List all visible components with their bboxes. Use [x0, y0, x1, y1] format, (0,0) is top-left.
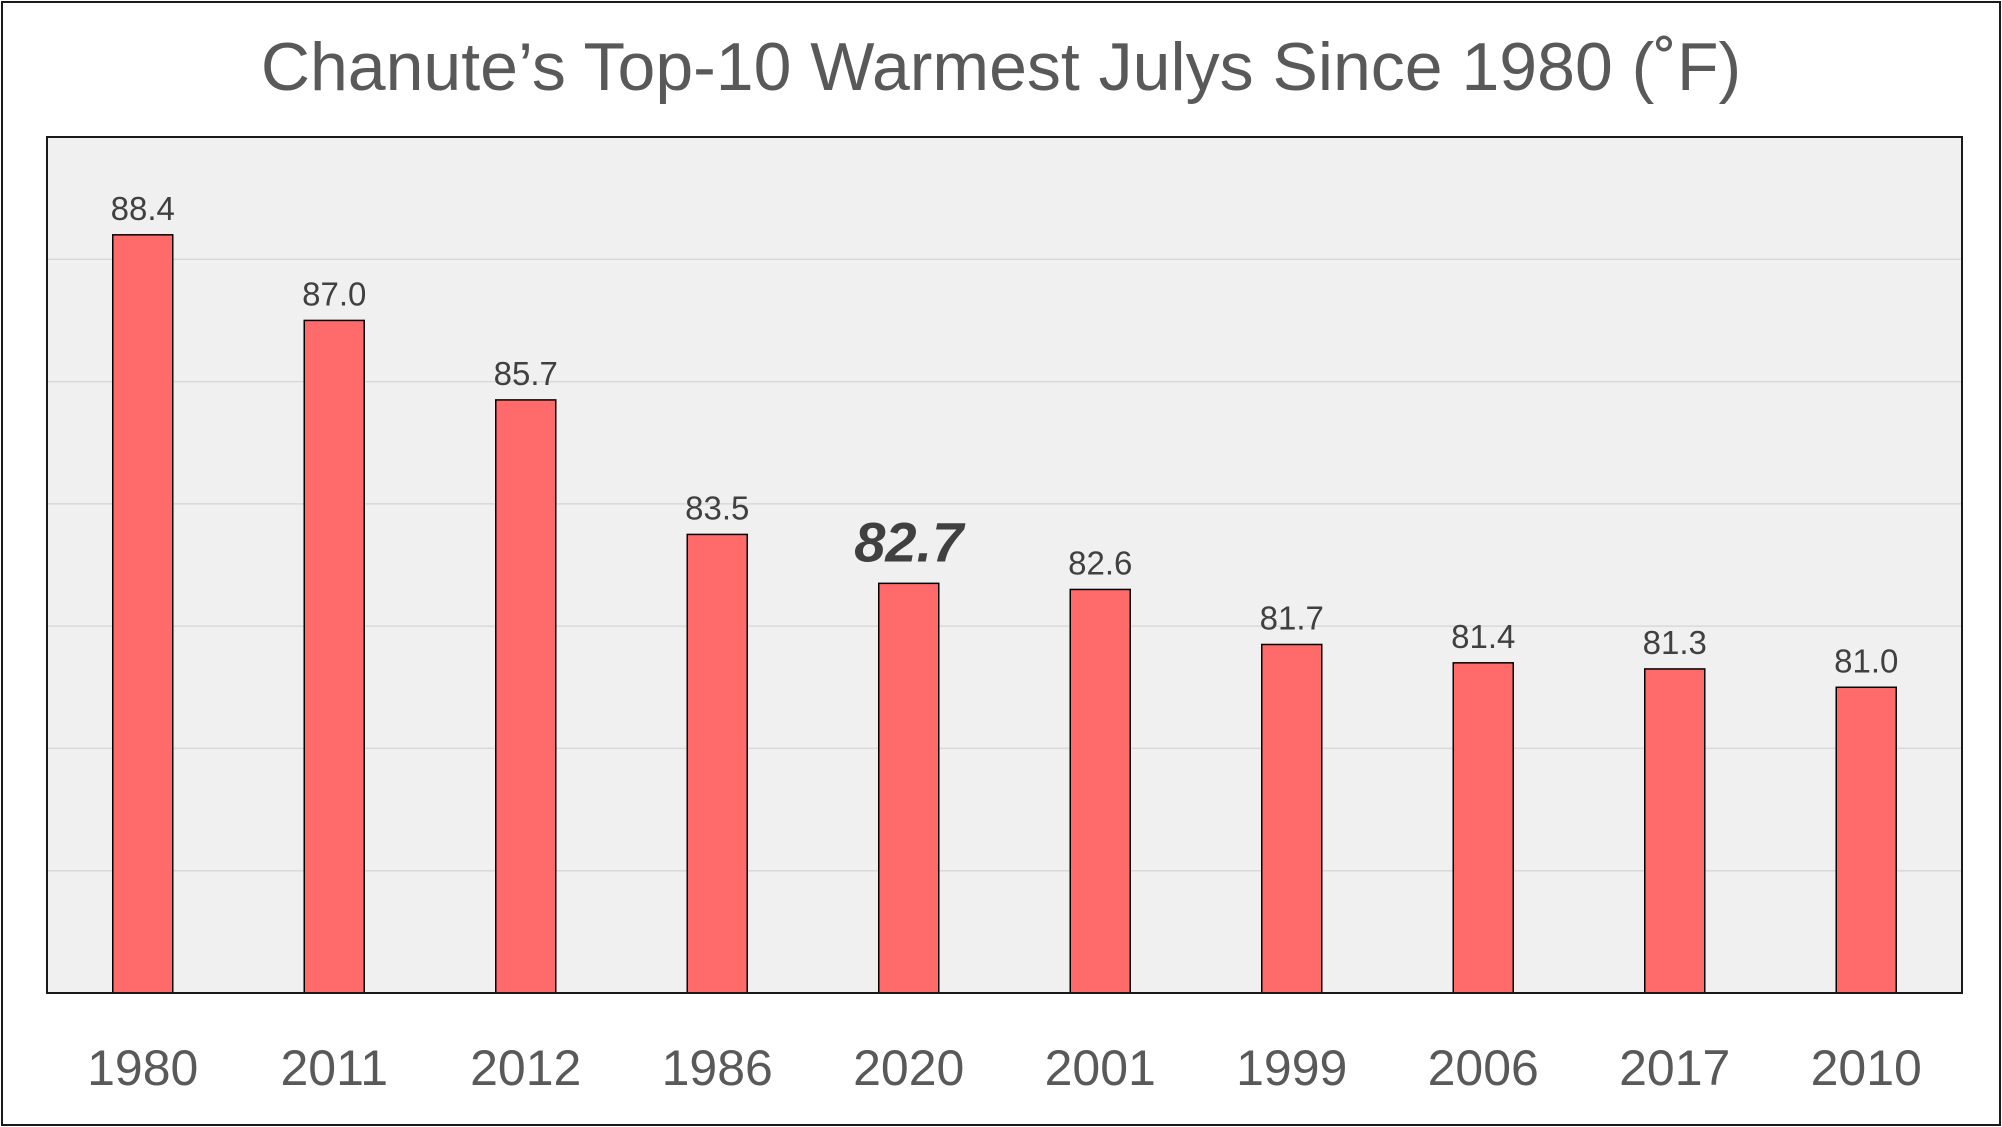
- bar-2017: [1644, 668, 1706, 994]
- plot-area: [46, 136, 1963, 994]
- bar-1986: [686, 533, 748, 994]
- bar-2012: [495, 399, 557, 994]
- bar-2020: [878, 582, 940, 994]
- x-tick-label-1980: 1980: [87, 1040, 198, 1096]
- chart-title: Chanute’s Top-10 Warmest Julys Since 198…: [260, 29, 1742, 105]
- x-tick-label-2017: 2017: [1619, 1040, 1730, 1096]
- bar-1980: [112, 234, 174, 994]
- x-axis-ticks: 1980 2011 2012 1986 2020 2001 1999 2006 2017 2010: [87, 1040, 1922, 1096]
- bar-2011: [303, 319, 365, 994]
- data-label-2001: 82.6: [1068, 544, 1132, 581]
- bars: [112, 234, 1897, 994]
- bar-1999: [1261, 643, 1323, 994]
- data-label-2006: 81.4: [1451, 618, 1515, 655]
- data-label-2010: 81.0: [1834, 642, 1898, 679]
- bar-2010: [1835, 686, 1897, 994]
- x-tick-label-1999: 1999: [1236, 1040, 1347, 1096]
- data-label-2017: 81.3: [1643, 624, 1707, 661]
- data-label-2012: 85.7: [494, 355, 558, 392]
- data-label-2020: 82.7: [854, 510, 966, 573]
- x-tick-label-2011: 2011: [280, 1040, 388, 1096]
- gridlines: [48, 258, 1961, 872]
- bar-2001: [1069, 588, 1131, 994]
- bar-2006: [1452, 662, 1514, 994]
- data-label-1999: 81.7: [1260, 599, 1324, 636]
- data-label-1986: 83.5: [685, 489, 749, 526]
- x-tick-label-2020: 2020: [853, 1040, 964, 1096]
- x-tick-label-2001: 2001: [1045, 1040, 1156, 1096]
- data-labels: 88.4 87.0 85.7 83.5 82.7 82.6 81.7 81.4 81.3 81.0: [111, 190, 1899, 679]
- x-tick-label-2006: 2006: [1428, 1040, 1539, 1096]
- x-tick-label-2012: 2012: [470, 1040, 581, 1096]
- x-tick-label-1986: 1986: [662, 1040, 773, 1096]
- data-label-1980: 88.4: [111, 190, 175, 227]
- x-tick-label-2010: 2010: [1811, 1040, 1922, 1096]
- data-label-2011: 87.0: [302, 275, 366, 312]
